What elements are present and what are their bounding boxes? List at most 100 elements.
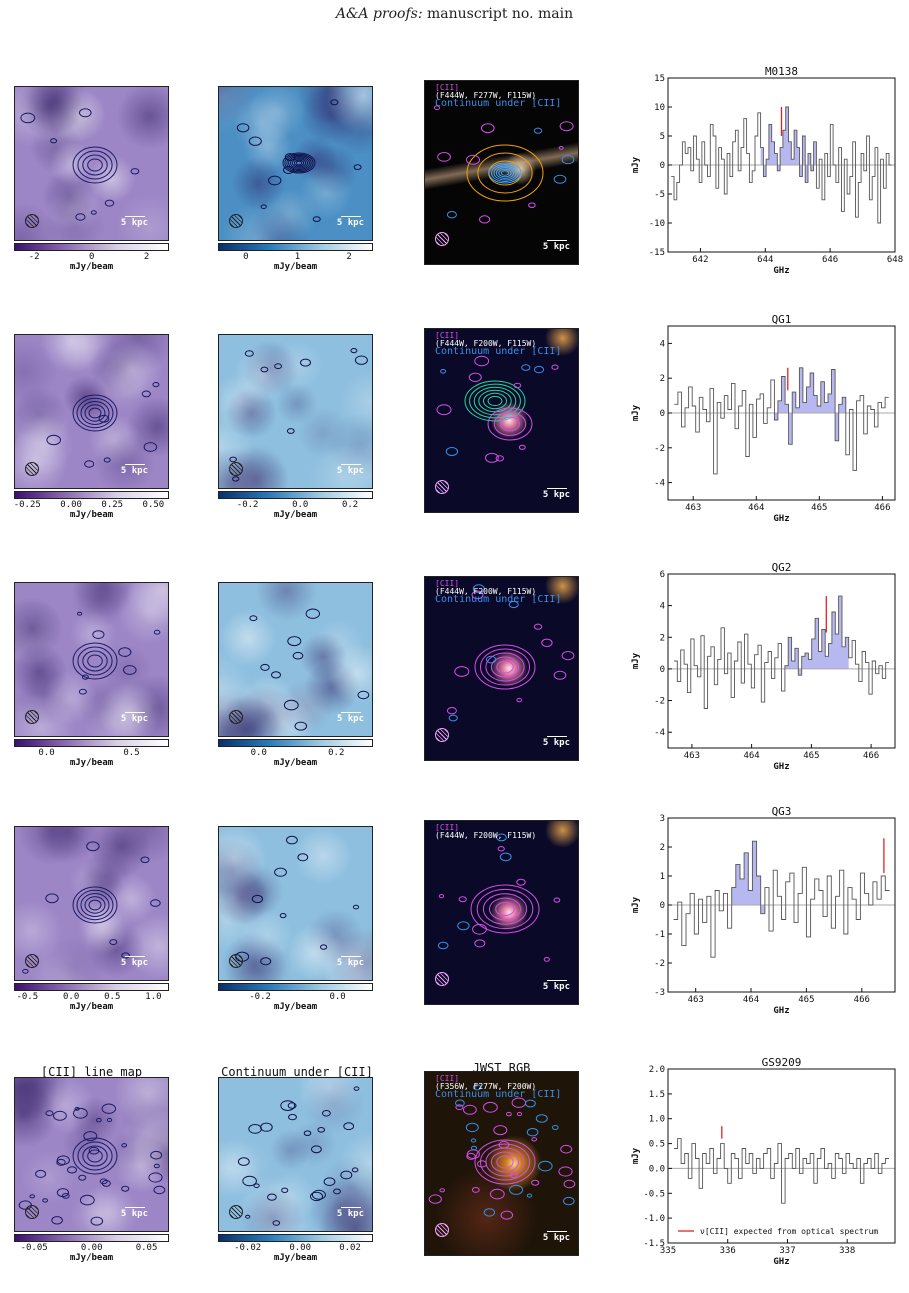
contour <box>455 1104 464 1111</box>
contour <box>311 1189 326 1200</box>
scale-bar-line <box>546 1231 567 1232</box>
spectrum-series <box>674 595 889 709</box>
line-colorbar-unit: mJy/beam <box>69 758 114 768</box>
y-tick-label: 0.5 <box>649 1140 665 1150</box>
contour <box>83 1131 98 1142</box>
contour <box>472 923 487 935</box>
contour <box>310 1191 323 1202</box>
colorbar-tick-label: -0.2 <box>249 992 271 1002</box>
spectrum-series <box>671 106 892 224</box>
rgb-contours <box>436 355 559 463</box>
contour <box>525 1099 536 1108</box>
line-map-panel: 5 kpc <box>14 1077 169 1232</box>
y-tick-label: -2 <box>654 959 665 969</box>
contour <box>53 1110 67 1121</box>
colorbar-tick-label: 0.05 <box>135 1243 158 1253</box>
x-axis-label: GHz <box>773 266 789 276</box>
contour <box>260 366 269 373</box>
scale-bar-line <box>124 216 145 217</box>
line-contours <box>46 382 160 468</box>
contour <box>143 442 158 452</box>
rgb-legend-continuum: Continuum under [CII] <box>435 98 562 109</box>
contour <box>440 369 447 374</box>
colorbar-tick-label: 1.0 <box>145 992 162 1002</box>
y-tick-label: -4 <box>654 728 665 738</box>
line-colorbar <box>14 1234 169 1242</box>
contour <box>496 833 507 842</box>
contour <box>290 157 308 169</box>
continuum-contours <box>229 348 368 482</box>
continuum-colorbar-unit: mJy/beam <box>273 1253 318 1263</box>
x-tick-label: 464 <box>743 995 759 1005</box>
scale-bar-line <box>124 464 145 465</box>
contour <box>77 150 113 180</box>
rgb-contours <box>433 105 575 224</box>
colorbar-tick-label: 0.02 <box>339 1243 361 1253</box>
scale-bar-label: 5 kpc <box>336 1209 364 1219</box>
contour <box>82 650 108 672</box>
y-tick-label: 6 <box>660 570 665 580</box>
continuum-colorbar <box>218 739 373 747</box>
contour <box>148 1172 163 1183</box>
continuum-colorbar-ticks: 0.0 0.2 <box>220 748 375 758</box>
continuum-colorbar-ticks: 0 1 2 <box>220 252 375 262</box>
continuum-map-panel: 5 kpc <box>218 1077 373 1232</box>
line-colorbar-ticks: -2 0 2 <box>4 252 174 262</box>
contour <box>498 1140 510 1149</box>
x-tick-label: 463 <box>684 751 700 761</box>
continuum-colorbar-ticks: -0.2 0.0 <box>220 992 375 1002</box>
contour <box>437 152 452 162</box>
colorbar-tick-label: 0.0 <box>38 748 55 758</box>
journal-name: A&A proofs: <box>335 6 423 22</box>
contour <box>248 1124 262 1134</box>
rgb-filters: (F444W, F200W, F115W) <box>435 831 537 840</box>
scale-bar-label: 5 kpc <box>120 466 148 476</box>
contour <box>106 1117 113 1123</box>
contour <box>551 364 559 370</box>
contour <box>72 642 118 680</box>
contour <box>72 146 118 184</box>
contour <box>483 1101 498 1113</box>
y-tick-label: 0 <box>660 901 665 911</box>
contour <box>466 144 544 202</box>
contour <box>353 164 362 170</box>
contour <box>490 1151 520 1173</box>
x-tick-label: 464 <box>743 751 759 761</box>
scale-bar-line <box>340 216 361 217</box>
contour <box>79 1194 95 1206</box>
beam-ellipse <box>435 1223 449 1237</box>
contour <box>487 395 503 407</box>
scale-bar: 5 kpc <box>121 1207 148 1219</box>
contour <box>92 630 105 639</box>
contour <box>84 404 106 422</box>
rgb-legend-line: [CII] <box>435 823 460 832</box>
y-axis-label: mJy <box>631 1147 641 1164</box>
contour <box>357 690 370 700</box>
contour <box>317 1127 325 1133</box>
contour <box>439 1188 446 1193</box>
contour <box>480 1143 530 1181</box>
scale-bar-line <box>124 1207 145 1208</box>
spectrum-title: QG1 <box>772 313 792 326</box>
line-contours <box>72 611 161 695</box>
contour <box>491 164 519 182</box>
line-colorbar <box>14 983 169 991</box>
contour <box>543 957 550 962</box>
scale-bar-label: 5 kpc <box>336 218 364 228</box>
contour <box>286 835 298 845</box>
manuscript-id: manuscript no. main <box>422 6 574 22</box>
rgb-legend-line: [CII] <box>435 83 460 92</box>
rgb-filters: (F444W, F200W, F115W) <box>435 339 537 348</box>
contour <box>99 1178 108 1185</box>
beam-ellipse <box>229 214 243 228</box>
contour <box>483 1208 496 1217</box>
contour <box>267 1193 277 1201</box>
contour <box>288 156 310 170</box>
contour <box>50 138 58 144</box>
contour <box>121 952 130 959</box>
contour <box>526 1193 533 1198</box>
x-tick-label: 648 <box>887 255 903 265</box>
contour <box>79 108 92 118</box>
contour <box>531 1137 538 1142</box>
scale-bar-line <box>546 488 567 489</box>
